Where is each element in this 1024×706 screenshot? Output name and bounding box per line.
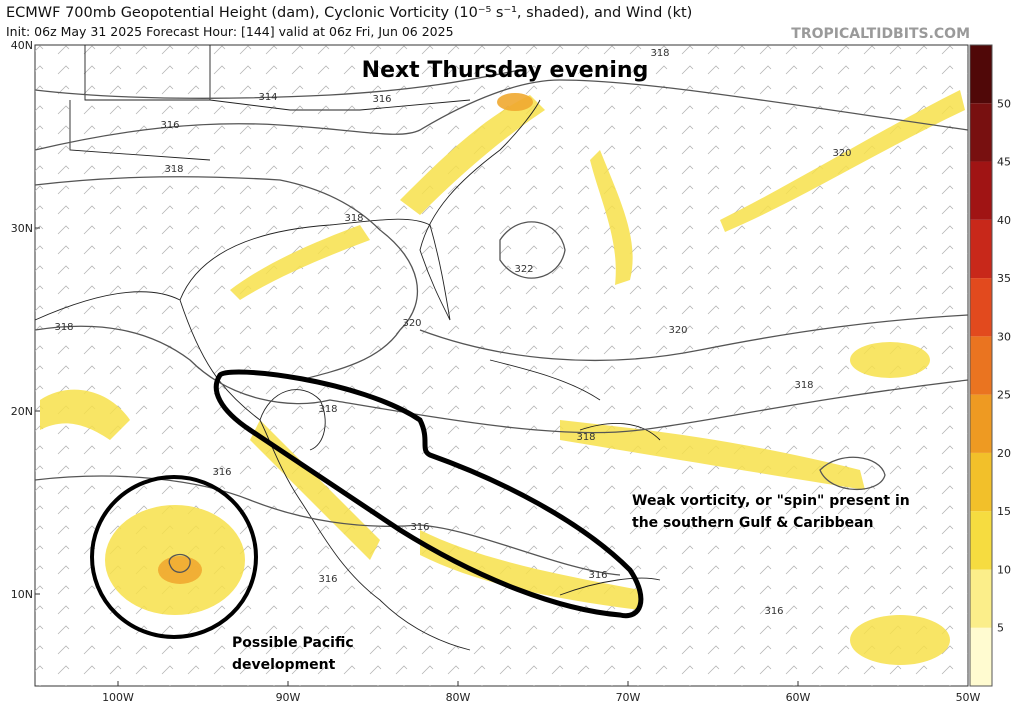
lat-label: 10N: [11, 588, 33, 601]
title: ECMWF 700mb Geopotential Height (dam), C…: [6, 5, 692, 21]
colorbar-segment: [970, 511, 992, 570]
lon-label: 90W: [276, 691, 301, 704]
headline: Next Thursday evening: [362, 58, 649, 83]
pacific-note: Possible Pacific: [232, 635, 354, 651]
caribbean-note: Weak vorticity, or "spin" present in: [632, 493, 910, 509]
colorbar-label: 50: [997, 97, 1011, 110]
contour-label: 318: [576, 432, 595, 443]
colorbar-segment: [970, 452, 992, 512]
labels: 40N 30N 20N 10N 100W 90W 80W 70W 60W 50W 5 10 15 20 25…: [11, 39, 1011, 704]
contour-label: 322: [514, 264, 533, 275]
colorbar-label: 40: [997, 214, 1011, 227]
contour-label: 320: [832, 148, 851, 159]
colorbar-segment: [970, 278, 992, 337]
colorbar-segment: [970, 569, 992, 628]
contour-label: 316: [588, 570, 607, 581]
colorbar-label: 25: [997, 389, 1011, 402]
contour-label: 316: [764, 606, 783, 617]
lat-label: 40N: [11, 39, 33, 52]
lat-label: 20N: [11, 405, 33, 418]
colorbar-label: 35: [997, 272, 1011, 285]
colorbar-segment: [970, 45, 992, 104]
contour-label: 320: [402, 318, 421, 329]
colorbar-label: 10: [997, 563, 1011, 576]
contour-label: 316: [410, 522, 429, 533]
contour-label: 318: [794, 380, 813, 391]
credit: TROPICALTIDBITS.COM: [791, 26, 970, 42]
contour-label: 316: [318, 574, 337, 585]
colorbar-label: 15: [997, 505, 1011, 518]
contour-label: 318: [344, 213, 363, 224]
lon-label: 50W: [956, 691, 981, 704]
contour-label: 316: [212, 467, 231, 478]
caribbean-note: the southern Gulf & Caribbean: [632, 515, 874, 531]
lat-label: 30N: [11, 222, 33, 235]
colorbar-label: 20: [997, 447, 1011, 460]
colorbar-label: 45: [997, 156, 1011, 169]
colorbar-segment: [970, 627, 992, 686]
colorbar-segment: [970, 394, 992, 453]
lon-label: 100W: [102, 691, 134, 704]
contour-label: 318: [650, 48, 669, 59]
vorticity-shading: [40, 90, 965, 665]
colorbar-segment: [970, 219, 992, 279]
contour-label: 318: [318, 404, 337, 415]
contour-label: 314: [258, 92, 277, 103]
colorbar-segment: [970, 336, 992, 395]
colorbar-segment: [970, 161, 992, 220]
lon-label: 60W: [786, 691, 811, 704]
contour-label: 316: [160, 120, 179, 131]
map: [34, 44, 969, 687]
pacific-outline: [90, 475, 258, 639]
colorbar-frame: [969, 44, 993, 687]
contour-label: 318: [164, 164, 183, 175]
lon-label: 80W: [446, 691, 471, 704]
contour-label: 320: [668, 325, 687, 336]
colorbar-segment: [970, 103, 992, 162]
contour-label: 316: [372, 94, 391, 105]
lon-label: 70W: [616, 691, 641, 704]
caribbean-outline: [213, 369, 644, 619]
pacific-note: development: [232, 657, 336, 673]
colorbar-label: 30: [997, 330, 1011, 343]
init-line: Init: 06z May 31 2025 Forecast Hour: [14…: [6, 24, 454, 39]
contour-label: 318: [54, 322, 73, 333]
colorbar-label: 5: [997, 622, 1004, 635]
